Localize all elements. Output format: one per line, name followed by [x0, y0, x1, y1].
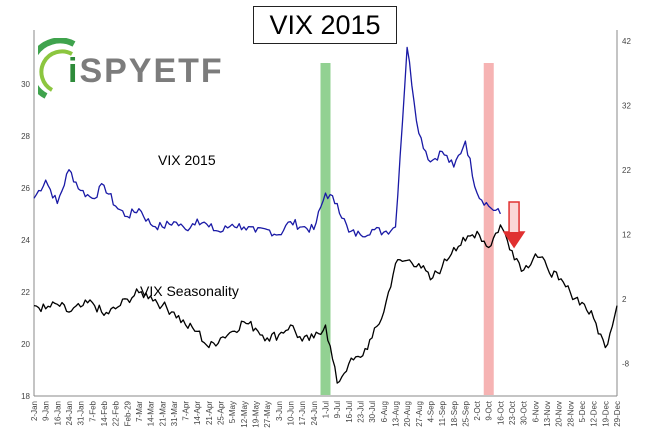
x-tick-label: 19-May [252, 401, 261, 428]
highlight-band-green [320, 63, 331, 395]
x-tick-label: 20-Nov [555, 401, 564, 427]
right-tick-label: 32 [622, 101, 631, 110]
x-tick-label: Feb-29 [123, 400, 132, 426]
x-tick-label: 30-Oct [520, 400, 529, 425]
x-tick-label: 6-Aug [380, 401, 389, 422]
x-tick-label: 12-Dec [590, 401, 599, 427]
x-tick-label: 18-Sep [450, 400, 459, 426]
right-tick-label: 12 [622, 231, 631, 240]
highlight-band-red [483, 63, 494, 395]
right-tick-label: 22 [622, 166, 631, 175]
x-tick-label: 25-Apr [217, 401, 226, 425]
chart-title: VIX 2015 [253, 6, 397, 44]
series-lines [33, 46, 618, 384]
left-tick-label: 20 [21, 340, 30, 349]
x-tick-label: 13-Nov [543, 401, 552, 427]
x-tick-label: 14-Mar [147, 401, 156, 427]
series-line-vix2015 [33, 46, 501, 238]
x-tick-label: 29-Dec [613, 401, 622, 427]
series-line-seasonality [33, 224, 618, 384]
x-tick-label: 25-Sep [461, 400, 470, 426]
series-label-seasonality: VIX Seasonality [140, 283, 239, 299]
logo-swoosh-icon [38, 38, 76, 99]
left-tick-label: 30 [21, 80, 30, 89]
x-tick-label: 5-Dec [578, 401, 587, 422]
x-tick-label: 28-Nov [566, 401, 575, 427]
logo-text: iSPYETF [68, 52, 224, 90]
x-tick-label: 17-Jun [298, 401, 307, 425]
x-tick-label: 23-Oct [508, 400, 517, 425]
x-tick-label: 24-Jan [65, 401, 74, 425]
ispyetf-logo: iSPYETF [38, 38, 222, 102]
axes [33, 30, 618, 397]
x-tick-label: 9-Jan [42, 401, 51, 421]
x-tick-label: 9-Jul [333, 401, 342, 419]
series-label-vix2015: VIX 2015 [158, 152, 216, 168]
x-tick-label: 14-Apr [193, 401, 202, 425]
right-tick-label: 42 [622, 37, 631, 46]
left-tick-label: 18 [21, 392, 30, 401]
x-tick-label: 27-Aug [415, 401, 424, 427]
x-tick-label: 27-May [263, 401, 272, 428]
right-tick-label: 2 [622, 295, 627, 304]
x-tick-label: 2-Oct [473, 400, 482, 420]
x-tick-label: 22-Feb [112, 400, 121, 426]
x-tick-label: 31-Mar [170, 401, 179, 427]
down-arrow-head [504, 232, 525, 247]
x-tick-label: 2-Jan [30, 401, 39, 421]
x-tick-label: 4-Sep [426, 400, 435, 422]
x-tick-label: 13-Aug [391, 401, 400, 427]
x-tick-label: 7-Apr [182, 401, 191, 421]
x-tick-label: 12-May [240, 401, 249, 428]
x-tick-label: 31-Jan [77, 401, 86, 425]
x-tick-label: 21-Mar [158, 401, 167, 427]
x-tick-label: 9-Oct [485, 400, 494, 420]
left-tick-label: 24 [21, 236, 30, 245]
x-tick-label: 10-Jun [287, 401, 296, 425]
x-tick-label: 6-Nov [531, 401, 540, 422]
x-tick-label: 30-Jul [368, 401, 377, 423]
x-tick-label: 3-Jun [275, 401, 284, 421]
x-tick-label: 7-Feb [88, 400, 97, 421]
x-tick-label: 16-Jan [53, 401, 62, 425]
x-tick-label: 19-Dec [601, 401, 610, 427]
left-tick-label: 22 [21, 288, 30, 297]
left-tick-label: 28 [21, 132, 30, 141]
x-tick-label: 20-Aug [403, 401, 412, 427]
x-tick-label: 14-Feb [100, 400, 109, 426]
x-tick-label: 1-Jul [322, 401, 331, 419]
highlight-bands [320, 63, 494, 395]
x-tick-label: 16-Oct [496, 400, 505, 425]
tick-labels: 18 20 22 24 26 28 30 -8 2 12 22 32 42 2-Jan 9-Jan 16-Ja… [21, 37, 631, 428]
x-tick-label: 11-Sep [438, 400, 447, 426]
left-tick-label: 26 [21, 184, 30, 193]
down-arrow-icon [502, 201, 526, 249]
x-tick-label: 21-Apr [205, 401, 214, 425]
x-tick-label: 23-Jul [356, 401, 365, 423]
x-tick-label: 24-Jun [310, 401, 319, 425]
x-tick-label: 7-Mar [135, 401, 144, 422]
right-tick-label: -8 [622, 360, 630, 369]
x-tick-label: 5-May [228, 401, 237, 423]
x-tick-label: 16-Jul [345, 401, 354, 423]
